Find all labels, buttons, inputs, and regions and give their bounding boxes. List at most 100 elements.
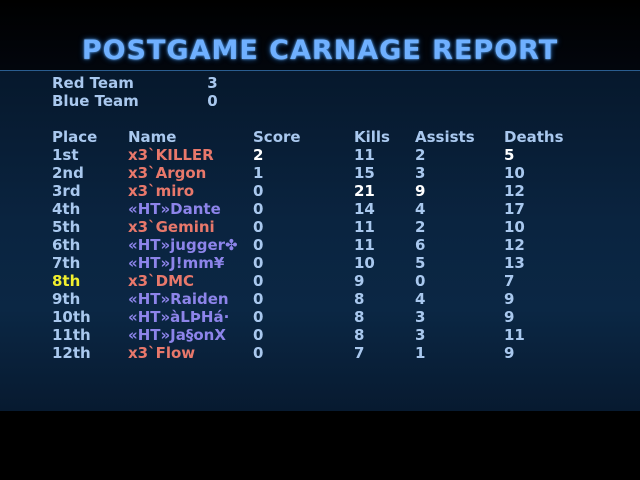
player-assists: 5 — [415, 254, 426, 272]
player-assists: 0 — [415, 272, 426, 290]
top-band — [0, 0, 640, 72]
player-kills: 11 — [354, 218, 375, 236]
player-place: 12th — [52, 344, 91, 362]
player-place: 4th — [52, 200, 81, 218]
header-kills: Kills — [354, 128, 390, 146]
table-row: 7th «HT»J!mm¥ 0 10 5 13 — [0, 254, 640, 272]
player-deaths: 10 — [504, 164, 525, 182]
table-row: 1st x3`KILLER 2 11 2 5 — [0, 146, 640, 164]
player-deaths: 13 — [504, 254, 525, 272]
table-row: 2nd x3`Argon 1 15 3 10 — [0, 164, 640, 182]
team-scores: Red Team 3 Blue Team 0 — [52, 74, 218, 110]
player-name: «HT»J!mm¥ — [128, 254, 225, 272]
header-deaths: Deaths — [504, 128, 564, 146]
player-kills: 21 — [354, 182, 375, 200]
player-name: x3`KILLER — [128, 146, 214, 164]
table-row: 10th «HT»àLÞHá· 0 8 3 9 — [0, 308, 640, 326]
player-assists: 2 — [415, 146, 426, 164]
player-deaths: 11 — [504, 326, 525, 344]
player-place: 9th — [52, 290, 81, 308]
player-stats-table: Place Name Score Kills Assists Deaths 1s… — [0, 128, 640, 362]
player-assists: 1 — [415, 344, 426, 362]
player-kills: 11 — [354, 236, 375, 254]
report-title: POSTGAME CARNAGE REPORT — [81, 35, 559, 66]
table-row: 9th «HT»Raiden 0 8 4 9 — [0, 290, 640, 308]
player-place: 3rd — [52, 182, 81, 200]
player-deaths: 12 — [504, 236, 525, 254]
player-deaths: 9 — [504, 308, 515, 326]
header-assists: Assists — [415, 128, 475, 146]
table-row: 8th x3`DMC 0 9 0 7 — [0, 272, 640, 290]
player-place: 6th — [52, 236, 81, 254]
table-row: 3rd x3`miro 0 21 9 12 — [0, 182, 640, 200]
table-header: Place Name Score Kills Assists Deaths — [0, 128, 640, 146]
player-place: 7th — [52, 254, 81, 272]
player-kills: 14 — [354, 200, 375, 218]
player-place: 1st — [52, 146, 79, 164]
header-place: Place — [52, 128, 98, 146]
player-deaths: 9 — [504, 344, 515, 362]
player-assists: 4 — [415, 290, 426, 308]
team-row-red: Red Team 3 — [52, 74, 218, 92]
player-name: «HT»jugger✤ — [128, 236, 238, 254]
table-row: 5th x3`Gemini 0 11 2 10 — [0, 218, 640, 236]
report-panel — [0, 70, 640, 412]
player-place: 10th — [52, 308, 91, 326]
player-score: 0 — [253, 272, 264, 290]
player-deaths: 5 — [504, 146, 515, 164]
team-score: 3 — [207, 74, 218, 92]
player-kills: 9 — [354, 272, 365, 290]
player-assists: 3 — [415, 164, 426, 182]
team-name: Red Team — [52, 74, 134, 92]
player-place: 5th — [52, 218, 81, 236]
player-name: x3`Gemini — [128, 218, 215, 236]
player-score: 0 — [253, 344, 264, 362]
player-place: 11th — [52, 326, 91, 344]
player-score: 0 — [253, 236, 264, 254]
player-name: x3`miro — [128, 182, 195, 200]
player-name: «HT»àLÞHá· — [128, 308, 230, 326]
player-name: «HT»Ja§onX — [128, 326, 226, 344]
player-score: 0 — [253, 290, 264, 308]
player-place: 8th — [52, 272, 81, 290]
player-kills: 15 — [354, 164, 375, 182]
team-name: Blue Team — [52, 92, 139, 110]
bottom-band — [0, 411, 640, 480]
player-assists: 4 — [415, 200, 426, 218]
player-deaths: 9 — [504, 290, 515, 308]
player-score: 0 — [253, 326, 264, 344]
player-kills: 8 — [354, 326, 365, 344]
player-kills: 10 — [354, 254, 375, 272]
table-row: 11th «HT»Ja§onX 0 8 3 11 — [0, 326, 640, 344]
player-name: x3`Flow — [128, 344, 196, 362]
table-row: 6th «HT»jugger✤ 0 11 6 12 — [0, 236, 640, 254]
player-score: 0 — [253, 254, 264, 272]
player-place: 2nd — [52, 164, 84, 182]
player-score: 0 — [253, 182, 264, 200]
player-deaths: 10 — [504, 218, 525, 236]
header-name: Name — [128, 128, 177, 146]
player-assists: 9 — [415, 182, 426, 200]
player-score: 1 — [253, 164, 264, 182]
player-deaths: 7 — [504, 272, 515, 290]
player-score: 0 — [253, 218, 264, 236]
player-score: 0 — [253, 308, 264, 326]
table-row: 12th x3`Flow 0 7 1 9 — [0, 344, 640, 362]
player-name: x3`Argon — [128, 164, 207, 182]
team-row-blue: Blue Team 0 — [52, 92, 218, 110]
player-score: 0 — [253, 200, 264, 218]
player-kills: 7 — [354, 344, 365, 362]
player-name: x3`DMC — [128, 272, 194, 290]
team-score: 0 — [207, 92, 218, 110]
player-assists: 2 — [415, 218, 426, 236]
player-name: «HT»Raiden — [128, 290, 229, 308]
player-kills: 8 — [354, 290, 365, 308]
player-kills: 8 — [354, 308, 365, 326]
player-assists: 3 — [415, 326, 426, 344]
player-score: 2 — [253, 146, 264, 164]
player-deaths: 17 — [504, 200, 525, 218]
player-kills: 11 — [354, 146, 375, 164]
player-deaths: 12 — [504, 182, 525, 200]
player-assists: 6 — [415, 236, 426, 254]
table-row: 4th «HT»Dante 0 14 4 17 — [0, 200, 640, 218]
